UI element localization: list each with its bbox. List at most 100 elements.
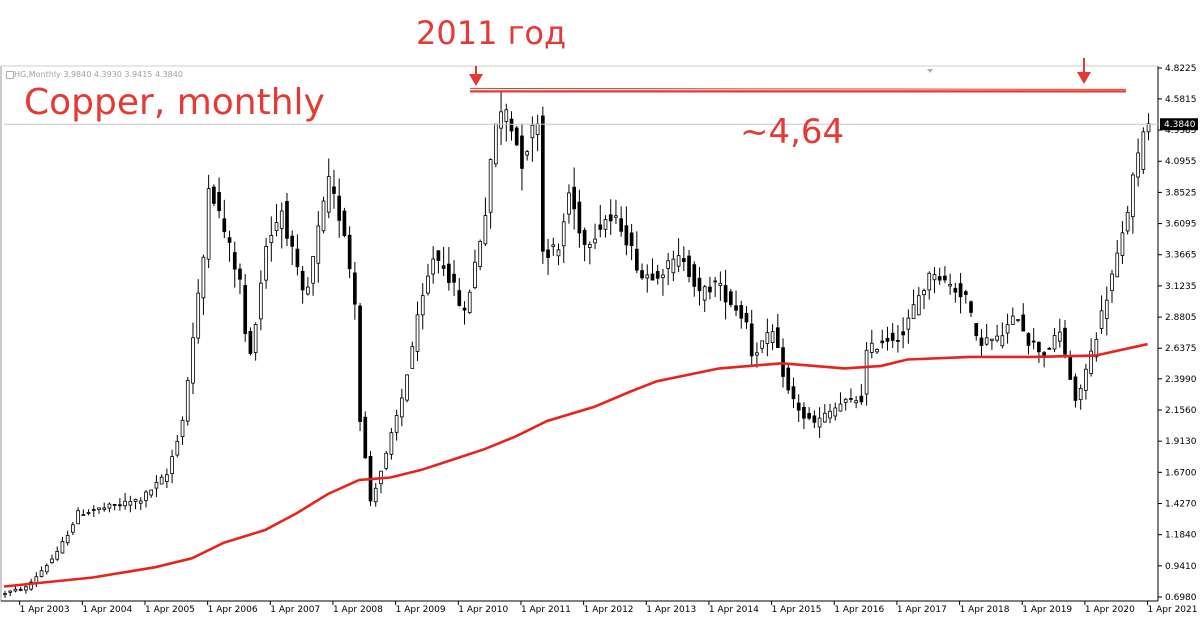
candle-body-up — [1057, 331, 1062, 342]
candle-body-down — [347, 234, 352, 270]
candle-body-down — [353, 272, 357, 305]
x-tick-label: 1 Apr 2011 — [521, 605, 571, 615]
candle-body-up — [316, 225, 321, 264]
candle-body-up — [843, 398, 848, 403]
candle-body-down — [572, 186, 577, 210]
year-annotation: 2011 год — [416, 14, 567, 52]
resistance-line-stroke — [469, 87, 1127, 90]
candle-body-up — [175, 440, 180, 456]
candle-body-up — [927, 272, 932, 291]
candle-body-down — [300, 271, 305, 291]
x-tick-label: 1 Apr 2021 — [1148, 605, 1198, 615]
candle-body-down — [1042, 352, 1046, 356]
candle-body-down — [577, 201, 582, 234]
current-price-label: 4.3840 — [1164, 120, 1196, 130]
candle-body-up — [990, 338, 994, 342]
candle-body-down — [295, 248, 300, 268]
candle-body-up — [587, 244, 592, 248]
candle-body-up — [567, 192, 571, 215]
candle-body-up — [1094, 339, 1099, 358]
candle-body-up — [593, 238, 597, 244]
x-tick-label: 1 Apr 2014 — [709, 605, 759, 615]
candle-body-down — [901, 331, 905, 336]
x-tick-label: 1 Apr 2004 — [82, 605, 132, 615]
candle-body-up — [102, 507, 107, 510]
candle-body-down — [112, 504, 117, 506]
candle-body-down — [1063, 327, 1067, 355]
candle-body-up — [1052, 335, 1057, 350]
candle-body-down — [290, 235, 295, 247]
y-axis-ticks: 4.8225 4.5815 4.3385 4.0955 3.8525 3.6095 3.36… — [1158, 64, 1198, 603]
candle-body-down — [697, 277, 702, 292]
candle-body-up — [165, 474, 169, 482]
candle-body-up — [29, 581, 33, 590]
candle-body-up — [311, 256, 315, 284]
candle-body-up — [833, 407, 838, 417]
candle-body-up — [1115, 252, 1120, 278]
candle-body-up — [410, 346, 415, 369]
candle-body-up — [44, 565, 49, 573]
candle-body-up — [191, 337, 195, 384]
candle-body-down — [452, 273, 456, 283]
candle-body-up — [504, 109, 509, 122]
candle-body-down — [807, 413, 811, 419]
candle-body-down — [728, 291, 733, 305]
y-tick-label: 2.1560 — [1165, 406, 1197, 416]
candle-body-up — [911, 304, 916, 320]
candle-body-down — [880, 340, 885, 344]
candle-body-up — [1084, 368, 1088, 391]
candle-body-down — [937, 276, 942, 281]
candle-body-up — [420, 295, 425, 316]
x-tick-label: 1 Apr 2009 — [396, 605, 446, 615]
candle-body-up — [65, 535, 70, 544]
x-tick-label: 1 Apr 2018 — [960, 605, 1010, 615]
candle-body-up — [1089, 350, 1093, 374]
candle-body-up — [138, 500, 143, 504]
candle-body-down — [514, 127, 519, 146]
candle-body-up — [185, 379, 190, 422]
candle-body-down — [619, 218, 623, 232]
candle-body-up — [713, 280, 717, 283]
candle-body-up — [718, 282, 723, 286]
candle-body-down — [802, 407, 806, 419]
level-annotation: ~4,64 — [740, 112, 845, 152]
candle-body-up — [906, 317, 911, 330]
candle-body-up — [405, 374, 409, 401]
candle-body-up — [60, 541, 65, 554]
candle-body-down — [1021, 314, 1026, 332]
x-tick-label: 1 Apr 2016 — [834, 605, 884, 615]
candles-group — [3, 90, 1151, 598]
y-tick-label: 1.1840 — [1165, 531, 1197, 541]
candle-body-down — [890, 332, 895, 341]
candle-body-up — [24, 586, 28, 591]
y-tick-label: 1.6700 — [1165, 468, 1197, 478]
candle-body-up — [1000, 335, 1005, 347]
candle-body-down — [363, 416, 368, 459]
candle-body-down — [885, 337, 890, 342]
candle-body-down — [1031, 340, 1036, 343]
chart-title-annotation: Copper, monthly — [20, 82, 329, 123]
x-tick-label: 1 Apr 2003 — [20, 605, 70, 615]
annotation-lines — [4, 58, 1158, 125]
candle-body-up — [1146, 123, 1151, 133]
candle-body-up — [50, 558, 54, 564]
candle-body-up — [817, 417, 822, 428]
candle-body-down — [692, 264, 697, 287]
x-tick-label: 1 Apr 2019 — [1022, 605, 1072, 615]
candle-body-up — [107, 503, 112, 509]
chart-header-icon — [6, 71, 14, 79]
candle-body-down — [650, 273, 655, 281]
y-tick-label: 4.8225 — [1165, 64, 1197, 74]
x-tick-label: 1 Apr 2020 — [1085, 605, 1135, 615]
candle-body-down — [963, 291, 968, 295]
candle-body-up — [264, 246, 268, 281]
candle-body-up — [1016, 319, 1020, 321]
y-tick-label: 2.3990 — [1165, 375, 1197, 385]
candle-body-up — [259, 282, 263, 320]
y-tick-label: 3.3665 — [1165, 251, 1197, 261]
candle-body-down — [1047, 347, 1052, 350]
candle-body-up — [170, 456, 174, 475]
candle-body-up — [123, 500, 127, 507]
candle-body-down — [974, 323, 979, 337]
